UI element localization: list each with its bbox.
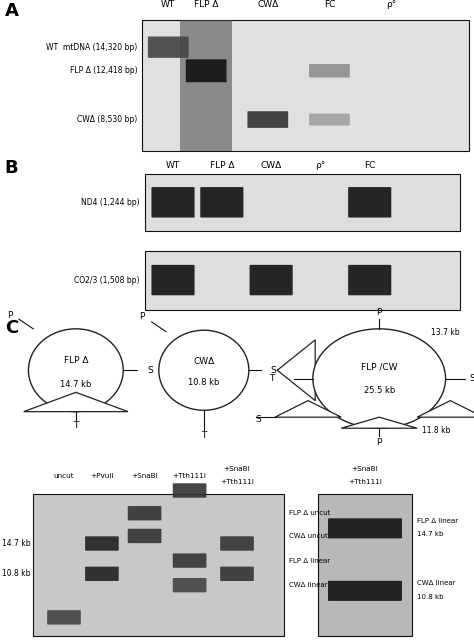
Text: +SnaBI: +SnaBI	[224, 465, 250, 471]
Text: FLP Δ: FLP Δ	[194, 1, 219, 10]
Text: FLP Δ: FLP Δ	[210, 160, 234, 169]
Text: ND4 (1,244 bp): ND4 (1,244 bp)	[81, 198, 140, 207]
FancyBboxPatch shape	[186, 59, 227, 82]
Text: CWΔ: CWΔ	[257, 1, 278, 10]
FancyBboxPatch shape	[220, 567, 254, 581]
FancyBboxPatch shape	[173, 553, 207, 568]
Polygon shape	[275, 401, 341, 417]
FancyBboxPatch shape	[152, 187, 195, 218]
FancyBboxPatch shape	[173, 483, 207, 498]
Text: 10.8 kb: 10.8 kb	[2, 569, 31, 578]
Text: FLP Δ linear: FLP Δ linear	[417, 518, 458, 524]
Text: +Tth111I: +Tth111I	[173, 473, 207, 479]
Bar	[142, 21, 469, 151]
Text: 14.7 kb: 14.7 kb	[2, 539, 31, 548]
FancyBboxPatch shape	[85, 536, 118, 551]
Text: 25.5 kb: 25.5 kb	[364, 386, 395, 395]
FancyBboxPatch shape	[85, 567, 118, 581]
Ellipse shape	[28, 329, 123, 412]
Text: B: B	[5, 159, 18, 177]
Text: A: A	[5, 1, 18, 19]
FancyBboxPatch shape	[128, 529, 161, 543]
Text: CO2/3 (1,508 bp): CO2/3 (1,508 bp)	[74, 275, 140, 284]
Text: ρ°: ρ°	[315, 160, 326, 169]
Text: +SnaBI: +SnaBI	[352, 465, 378, 471]
Bar	[180, 21, 232, 151]
Text: FLP Δ linear: FLP Δ linear	[289, 557, 330, 564]
FancyBboxPatch shape	[200, 187, 244, 218]
Text: T: T	[73, 421, 79, 430]
Bar	[33, 494, 284, 636]
Text: P: P	[7, 311, 12, 320]
Polygon shape	[417, 401, 474, 417]
Text: CWΔ: CWΔ	[193, 358, 214, 367]
FancyBboxPatch shape	[309, 114, 350, 126]
Text: +SnaBI: +SnaBI	[131, 473, 158, 479]
Text: uncut: uncut	[54, 473, 74, 479]
Text: P: P	[376, 308, 382, 317]
FancyBboxPatch shape	[309, 64, 350, 78]
Text: 14.7 kb: 14.7 kb	[60, 379, 91, 388]
FancyBboxPatch shape	[152, 265, 195, 295]
Text: CWΔ linear: CWΔ linear	[289, 582, 328, 588]
Text: 10.8 kb: 10.8 kb	[188, 378, 219, 387]
Text: 14.7 kb: 14.7 kb	[417, 531, 444, 537]
Ellipse shape	[313, 329, 446, 428]
Bar	[145, 174, 460, 231]
FancyBboxPatch shape	[247, 111, 288, 128]
FancyBboxPatch shape	[328, 581, 402, 601]
Text: +PvuII: +PvuII	[90, 473, 114, 479]
Ellipse shape	[159, 330, 249, 410]
Text: FLP /CW: FLP /CW	[361, 363, 398, 372]
Text: P: P	[139, 312, 145, 321]
Text: CWΔ linear: CWΔ linear	[417, 580, 456, 586]
Text: T: T	[201, 431, 207, 440]
Text: S: S	[469, 374, 474, 383]
Polygon shape	[341, 417, 417, 428]
Text: FLP Δ uncut: FLP Δ uncut	[289, 510, 330, 516]
Text: WT  mtDNA (14,320 bp): WT mtDNA (14,320 bp)	[46, 42, 137, 52]
Text: +Tth111I: +Tth111I	[220, 479, 254, 485]
Text: FC: FC	[364, 160, 375, 169]
Text: WT: WT	[161, 1, 175, 10]
Polygon shape	[24, 392, 128, 412]
Bar	[318, 494, 412, 636]
FancyBboxPatch shape	[348, 265, 391, 295]
Text: +Tth111I: +Tth111I	[348, 479, 382, 485]
Text: CWΔ: CWΔ	[261, 160, 282, 169]
Text: CWΔ (8,530 bp): CWΔ (8,530 bp)	[77, 115, 137, 124]
FancyBboxPatch shape	[173, 578, 207, 593]
Text: FLP Δ: FLP Δ	[64, 356, 88, 365]
Text: P: P	[376, 437, 382, 447]
FancyBboxPatch shape	[220, 536, 254, 551]
Text: WT: WT	[166, 160, 180, 169]
FancyBboxPatch shape	[348, 187, 391, 218]
Text: 13.7 kb: 13.7 kb	[431, 329, 460, 338]
Text: FLP Δ (12,418 bp): FLP Δ (12,418 bp)	[70, 66, 137, 75]
FancyBboxPatch shape	[148, 37, 189, 58]
FancyBboxPatch shape	[128, 506, 161, 521]
FancyBboxPatch shape	[249, 265, 292, 295]
Text: FC: FC	[324, 1, 335, 10]
Text: T: T	[270, 374, 275, 383]
Text: 11.8 kb: 11.8 kb	[422, 426, 450, 435]
FancyBboxPatch shape	[328, 518, 402, 539]
Text: ρ°: ρ°	[386, 1, 396, 10]
Text: S: S	[270, 366, 276, 375]
FancyBboxPatch shape	[47, 610, 81, 625]
Text: C: C	[5, 319, 18, 337]
Text: 10.8 kb: 10.8 kb	[417, 594, 444, 600]
Polygon shape	[277, 340, 315, 401]
Bar	[145, 250, 460, 309]
Text: S: S	[255, 415, 261, 424]
Text: CWΔ uncut: CWΔ uncut	[289, 533, 328, 539]
Text: S: S	[147, 366, 153, 375]
